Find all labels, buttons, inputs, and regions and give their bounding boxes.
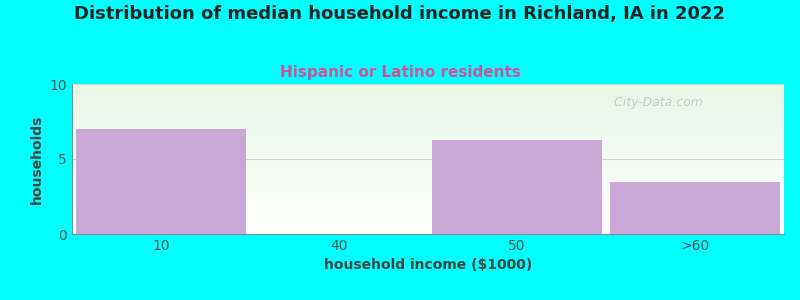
Text: Distribution of median household income in Richland, IA in 2022: Distribution of median household income … [74,4,726,22]
Bar [77,129,246,234]
Y-axis label: households: households [30,114,44,204]
Bar [433,140,602,234]
X-axis label: household income ($1000): household income ($1000) [324,258,532,272]
Text: City-Data.com: City-Data.com [606,96,703,109]
Bar [610,182,779,234]
Text: Hispanic or Latino residents: Hispanic or Latino residents [279,64,521,80]
